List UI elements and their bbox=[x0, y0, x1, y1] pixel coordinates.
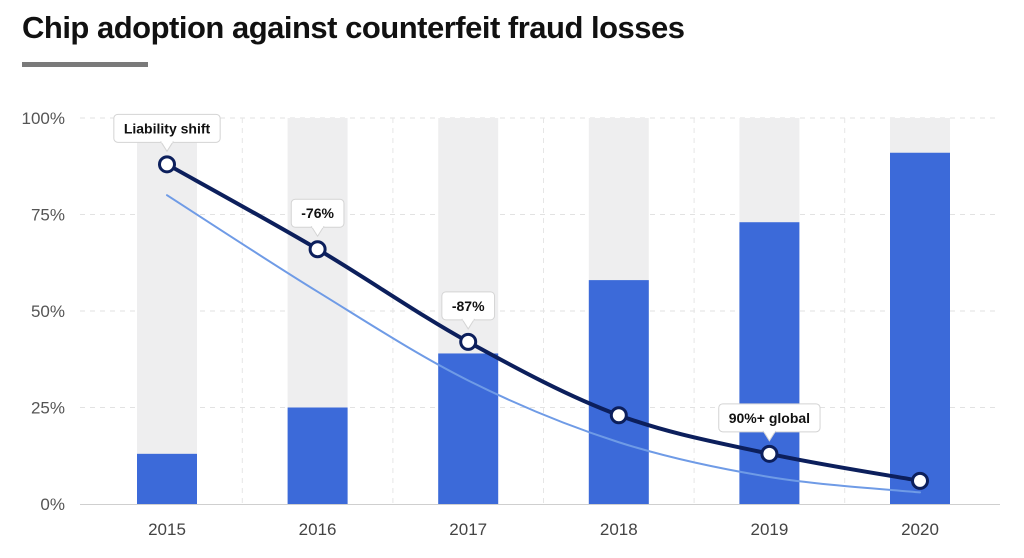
y-tick-label: 50% bbox=[31, 302, 65, 321]
fraud-loss-trend-line bbox=[166, 194, 921, 494]
annotation-callout: Liability shift bbox=[113, 113, 221, 153]
y-tick-label: 100% bbox=[22, 109, 65, 128]
annotation-callout: -87% bbox=[441, 291, 496, 330]
adoption-bar bbox=[890, 152, 950, 505]
annotation-label: Liability shift bbox=[124, 120, 211, 136]
annotation-label: -76% bbox=[301, 205, 334, 221]
x-tick-label: 2016 bbox=[299, 520, 337, 539]
fraud-loss-line bbox=[165, 162, 922, 483]
fraud-loss-point bbox=[609, 406, 628, 425]
bar-track bbox=[137, 118, 197, 504]
annotation-callout: -76% bbox=[290, 198, 345, 238]
fraud-loss-point bbox=[760, 444, 779, 463]
annotation-callout: 90%+ global bbox=[718, 403, 821, 442]
x-tick-label: 2020 bbox=[901, 520, 939, 539]
y-tick-label: 25% bbox=[31, 399, 65, 418]
fraud-loss-point bbox=[459, 332, 478, 351]
adoption-bar bbox=[438, 353, 499, 504]
adoption-bar bbox=[287, 407, 348, 504]
fraud-loss-point bbox=[158, 155, 176, 174]
chart-title: Chip adoption against counterfeit fraud … bbox=[22, 10, 685, 45]
annotation-label: 90%+ global bbox=[729, 410, 810, 426]
annotation-label: -87% bbox=[452, 298, 485, 314]
fraud-loss-point bbox=[308, 240, 327, 259]
y-tick-label: 0% bbox=[40, 495, 65, 514]
title-underline bbox=[22, 62, 148, 67]
fraud-loss-point bbox=[911, 471, 929, 490]
adoption-bar bbox=[137, 453, 197, 504]
adoption-bar bbox=[588, 280, 649, 504]
x-tick-label: 2018 bbox=[600, 520, 638, 539]
x-tick-label: 2019 bbox=[750, 520, 788, 539]
x-tick-label: 2015 bbox=[148, 520, 186, 539]
y-tick-label: 75% bbox=[31, 206, 65, 225]
x-tick-label: 2017 bbox=[449, 520, 487, 539]
